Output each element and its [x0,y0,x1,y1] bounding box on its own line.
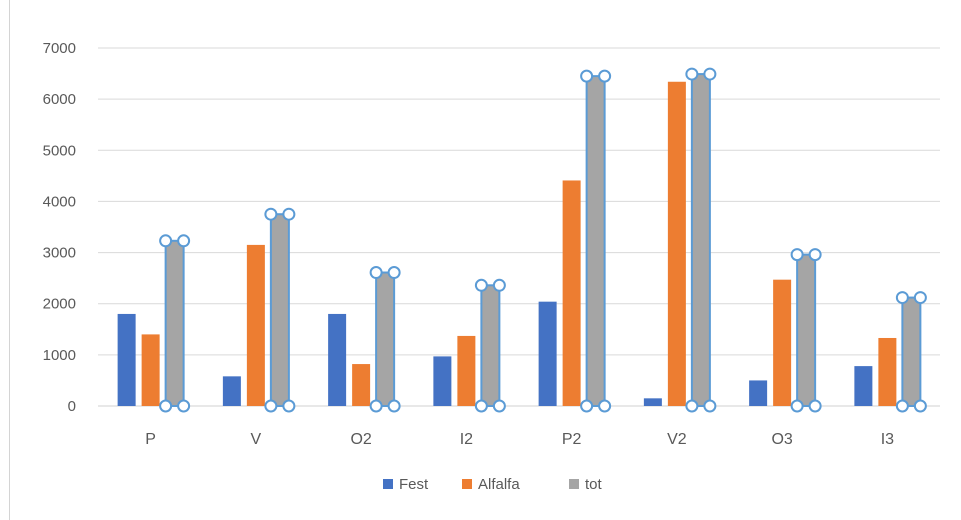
selection-handle[interactable] [264,207,278,221]
selection-handle[interactable] [685,67,699,81]
selection-handle[interactable] [492,399,506,413]
bar-alfalfa-v[interactable] [246,244,265,406]
bar-fest-o3[interactable] [749,380,768,406]
bar-tot-i2[interactable] [480,284,501,407]
y-tick-label: 1000 [43,347,76,364]
x-category-label: P [145,431,156,448]
y-axis-tick-labels: 0 1000 2000 3000 4000 5000 6000 7000 [43,40,76,415]
selection-handle[interactable] [264,399,278,413]
selection-handle[interactable] [177,234,191,248]
selection-handle[interactable] [474,278,488,292]
selection-handle[interactable] [703,399,717,413]
selection-handle[interactable] [492,278,506,292]
x-category-label: P2 [562,431,582,448]
selection-handle[interactable] [580,69,594,83]
legend-swatch-alfalfa [462,479,472,489]
chart-frame-edge [9,0,10,520]
bars[interactable] [117,67,927,413]
bar-tot-p[interactable] [164,239,185,407]
selection-handle[interactable] [282,399,296,413]
x-category-label: I3 [881,431,894,448]
y-tick-label: 6000 [43,91,76,108]
selection-handle[interactable] [369,266,383,280]
y-tick-label: 7000 [43,40,76,57]
y-tick-label: 4000 [43,193,76,210]
bar-tot-p2[interactable] [585,75,606,407]
selection-handle[interactable] [177,399,191,413]
x-category-label: O3 [771,431,792,448]
bar-tot-o3[interactable] [796,253,817,407]
bar-tot-v[interactable] [269,213,290,407]
y-tick-label: 3000 [43,245,76,262]
selection-handle[interactable] [159,234,173,248]
bar-fest-p[interactable] [117,313,136,406]
legend-swatch-tot [569,479,579,489]
selection-handle[interactable] [580,399,594,413]
bar-alfalfa-p[interactable] [141,334,160,406]
bar-alfalfa-p2[interactable] [562,180,581,406]
selection-handle[interactable] [685,399,699,413]
bar-fest-o2[interactable] [328,313,347,406]
selection-handle[interactable] [369,399,383,413]
bar-tot-v2[interactable] [690,73,711,407]
bar-alfalfa-v2[interactable] [667,81,686,407]
selection-handle[interactable] [598,399,612,413]
selection-handle[interactable] [913,399,927,413]
selection-handle[interactable] [808,399,822,413]
selection-handle[interactable] [913,291,927,305]
selection-handle[interactable] [387,399,401,413]
legend-label-alfalfa[interactable]: Alfalfa [478,476,520,493]
selection-handle[interactable] [895,399,909,413]
y-tick-label: 2000 [43,296,76,313]
bar-tot-o2[interactable] [375,271,396,408]
selection-handle[interactable] [703,67,717,81]
bar-tot-i3[interactable] [901,296,922,408]
x-category-label: O2 [350,431,371,448]
selection-handle[interactable] [808,248,822,262]
selection-handle[interactable] [790,248,804,262]
x-axis-category-labels: P V O2 I2 P2 V2 O3 I3 [145,431,894,448]
selection-handle[interactable] [159,399,173,413]
legend-label-fest[interactable]: Fest [399,476,429,493]
legend-swatch-fest [383,479,393,489]
legend-label-tot[interactable]: tot [585,476,603,493]
bar-alfalfa-o3[interactable] [773,279,792,406]
selection-handle[interactable] [474,399,488,413]
selection-handle[interactable] [387,266,401,280]
bar-fest-p2[interactable] [538,301,557,406]
bar-alfalfa-i3[interactable] [878,337,897,406]
bar-fest-i2[interactable] [433,356,452,406]
x-category-label: V [251,431,262,448]
selection-handle[interactable] [895,291,909,305]
x-category-label: V2 [667,431,687,448]
selection-handle[interactable] [598,69,612,83]
x-category-label: I2 [460,431,473,448]
bar-alfalfa-o2[interactable] [352,364,371,406]
bar-fest-v2[interactable] [643,398,662,406]
bar-fest-i3[interactable] [854,366,873,406]
y-tick-label: 0 [68,398,76,415]
bar-alfalfa-i2[interactable] [457,335,476,406]
selection-handle[interactable] [790,399,804,413]
selection-handle[interactable] [282,207,296,221]
bar-fest-v[interactable] [222,376,241,406]
y-tick-label: 5000 [43,142,76,159]
legend[interactable]: Fest Alfalfa tot [383,476,603,493]
